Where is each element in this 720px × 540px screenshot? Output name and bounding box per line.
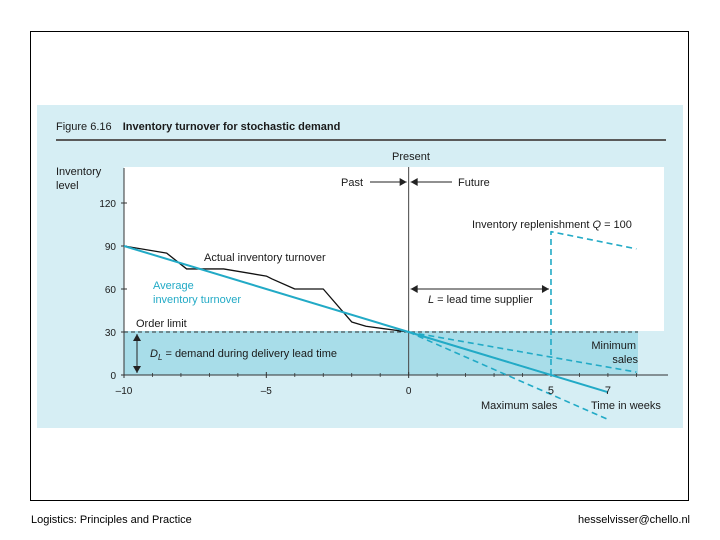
x-tick-label: –10	[116, 386, 133, 397]
series-line-maximum-sales	[408, 331, 552, 376]
replenishment-label: Inventory replenishment Q = 100	[472, 219, 632, 231]
lead-time-var: L	[428, 294, 434, 306]
series-line-minimum-sales	[408, 331, 637, 373]
y-tick-label: 90	[105, 242, 117, 253]
title-rule	[56, 139, 666, 141]
dl-arrow-head-top	[133, 334, 141, 341]
dl-arrow-head-bottom	[133, 366, 141, 373]
x-tick-label: –5	[261, 386, 273, 397]
footer-right: hesselvisser@chello.nl	[577, 514, 690, 526]
average-turnover-label-line1: Average	[153, 280, 194, 292]
lead-time-label: L = lead time supplier	[428, 294, 533, 306]
present-label: Present	[392, 151, 430, 163]
time-in-weeks-label: Time in weeks	[591, 400, 661, 412]
y-tick-label: 120	[99, 199, 116, 210]
demand-lead-time-label: DL = demand during delivery lead time	[150, 348, 337, 362]
series-line-average-inventory-turnover	[123, 245, 409, 333]
past-arrow-head	[399, 178, 407, 186]
future-label: Future	[458, 177, 490, 189]
y-axis-label-line2: level	[56, 180, 79, 192]
minimum-sales-label-line2: sales	[612, 354, 638, 366]
dl-sub: L	[158, 353, 162, 362]
figure-number: Figure 6.16	[56, 121, 112, 133]
figure-name: Inventory turnover for stochastic demand	[122, 121, 341, 133]
y-axis-label-line1: Inventory	[56, 166, 102, 178]
series-line-inventory-replenishment	[550, 230, 637, 375]
series-line-steep-demand-path	[408, 331, 609, 421]
replenishment-suffix: = 100	[601, 219, 632, 231]
lead-time-arrow-head-right	[541, 285, 549, 293]
order-limit-label: Order limit	[136, 318, 187, 330]
future-arrow-head	[410, 178, 418, 186]
y-tick-label: 30	[105, 328, 117, 339]
replenishment-var: Q	[592, 219, 601, 231]
y-tick-label: 60	[105, 285, 117, 296]
actual-turnover-label: Actual inventory turnover	[204, 252, 326, 264]
future-tick-label: 5	[548, 385, 554, 397]
lead-time-suffix: = lead time supplier	[434, 294, 533, 306]
average-turnover-label-line2: inventory turnover	[153, 294, 241, 306]
y-tick-label: 0	[110, 371, 116, 382]
plot-background	[124, 167, 664, 331]
x-tick-label: 0	[406, 386, 412, 397]
lead-time-arrow-head-left	[410, 285, 418, 293]
minimum-sales-label-line1: Minimum	[591, 340, 636, 352]
footer-left: Logistics: Principles and Practice	[31, 514, 192, 526]
past-label: Past	[341, 177, 363, 189]
future-tick-label: 7	[605, 385, 611, 397]
dl-var: D	[150, 348, 158, 360]
replenishment-prefix: Inventory replenishment	[472, 219, 592, 231]
order-limit-band	[124, 331, 638, 375]
figure-title: Figure 6.16 Inventory turnover for stoch…	[56, 121, 340, 133]
maximum-sales-label: Maximum sales	[481, 400, 558, 412]
series-line-actual-inventory-turnover	[123, 245, 409, 333]
dl-suffix: = demand during delivery lead time	[162, 348, 337, 360]
